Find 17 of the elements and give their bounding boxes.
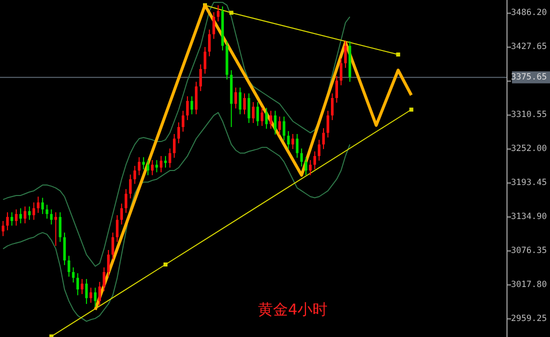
y-tick-label: 3486.20 [511,8,547,18]
y-tick-label: 3076.35 [511,246,547,256]
point [409,108,414,112]
y-tick-label: 3252.00 [511,144,547,154]
y-tick-label: 3134.90 [511,212,547,222]
y-tick-label: 2959.25 [511,314,547,324]
line-series [2,112,350,322]
y-tick-label: 3310.55 [511,110,547,120]
line-series [2,2,350,267]
y-tick-label: 3427.65 [511,42,547,52]
point [49,334,54,337]
point [396,52,400,57]
y-tick-label: 3017.80 [511,280,547,290]
y-tick-label: 3193.45 [511,178,547,188]
annotation: 黄金4小时 [258,300,328,318]
point [163,262,168,266]
point [229,10,234,15]
